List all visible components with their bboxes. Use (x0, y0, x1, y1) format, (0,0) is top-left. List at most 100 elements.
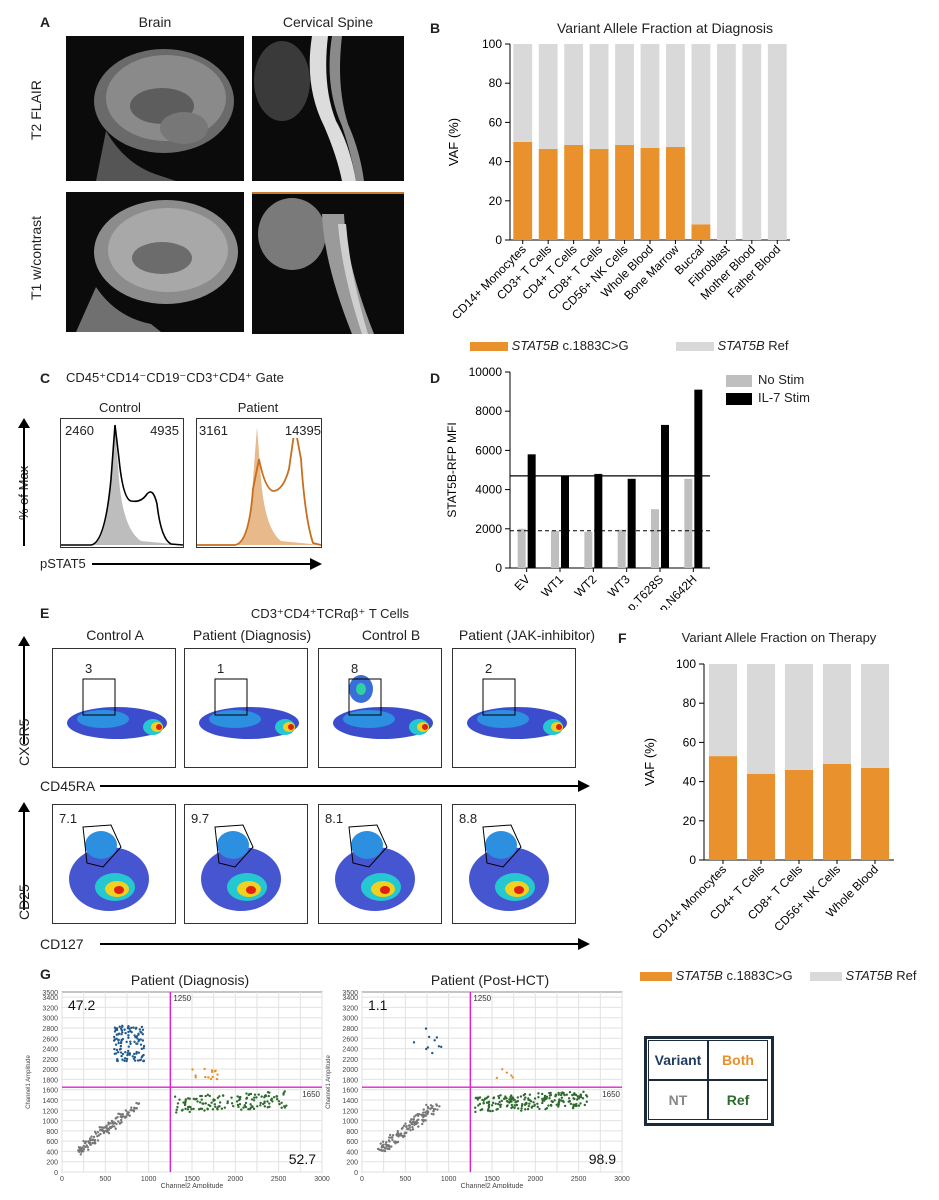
droplet-ref (240, 1108, 243, 1111)
y-tick-label: 2000 (475, 522, 502, 536)
droplet-nt (93, 1138, 97, 1142)
droplet-variant (139, 1038, 142, 1041)
droplet-variant (431, 1051, 434, 1055)
droplet-variant (126, 1051, 130, 1055)
droplet-nt (400, 1127, 404, 1131)
y-axis-label: Channel1 Amplitude (26, 1054, 32, 1108)
droplet-nt (411, 1126, 414, 1129)
chart-d-legend: No Stim IL-7 Stim (726, 372, 810, 408)
droplet-variant (117, 1041, 120, 1045)
y-tick-label: 3400 (42, 995, 58, 1002)
droplet-ref (247, 1093, 250, 1097)
y-tick-label: 1000 (342, 1119, 358, 1126)
bar-nostim (651, 509, 659, 568)
legend-nostim-swatch (726, 374, 752, 387)
gate-frequency: 3 (85, 661, 93, 676)
density-hot (380, 886, 390, 894)
droplet-ref (206, 1107, 209, 1110)
ddpcr-quadrant-table: Variant Both NT Ref (644, 1036, 774, 1126)
droplet-variant (116, 1057, 119, 1061)
droplet-variant (115, 1033, 118, 1036)
droplet-ref (582, 1090, 585, 1094)
patient-right-value: 14395 (284, 423, 321, 438)
droplet-ref (536, 1105, 539, 1109)
control-left-value: 2460 (65, 423, 94, 438)
droplet-ref (487, 1103, 491, 1106)
bar-ref (691, 44, 711, 225)
droplet-ref (266, 1100, 269, 1103)
droplet-variant (113, 1047, 116, 1051)
droplet-nt (391, 1133, 395, 1137)
droplet-variant (123, 1059, 126, 1062)
droplet-ref (499, 1105, 502, 1109)
droplet-variant (115, 1037, 118, 1041)
droplet-ref (520, 1109, 523, 1112)
droplet-ref (176, 1105, 179, 1109)
droplet-nt (112, 1122, 115, 1125)
droplet-nt (82, 1144, 85, 1148)
x-tick-label: 500 (399, 1176, 411, 1183)
droplet-ref (178, 1098, 181, 1101)
y-axis-label: Channel1 Amplitude (326, 1054, 332, 1108)
bar-nostim (517, 528, 526, 568)
droplet-variant (127, 1045, 131, 1048)
droplet-ref (474, 1106, 477, 1109)
x-tick-label: WT3 (605, 572, 633, 600)
droplet-ref (523, 1098, 526, 1101)
droplet-ref (482, 1099, 485, 1102)
bar-nostim (551, 530, 559, 568)
droplet-ref (248, 1108, 252, 1111)
droplet-variant (424, 1027, 428, 1030)
droplet-ref (245, 1096, 249, 1099)
y-tick-label: 3200 (42, 1005, 58, 1012)
y-tick-label: 60 (489, 115, 503, 129)
droplet-ref (210, 1101, 213, 1104)
droplet-ref (559, 1093, 563, 1097)
bar-il7 (527, 454, 536, 568)
droplet-ref (186, 1108, 190, 1111)
droplet-variant (121, 1031, 124, 1034)
droplet-ref (537, 1092, 540, 1095)
bar-il7 (561, 475, 569, 568)
droplet-ref (498, 1103, 502, 1107)
droplet-both (204, 1075, 207, 1079)
droplet-both (213, 1070, 217, 1073)
droplet-ref (567, 1097, 571, 1100)
droplet-variant (141, 1039, 145, 1042)
droplet-variant (121, 1024, 124, 1028)
x-tick-label: 0 (60, 1176, 64, 1183)
bar-variant (615, 144, 634, 240)
droplet-ref (184, 1107, 187, 1111)
droplet-ref (252, 1107, 256, 1111)
bar-nostim (617, 529, 626, 568)
bar-ref (708, 664, 738, 757)
droplet-nt (404, 1131, 407, 1134)
flow-plot: 1 (184, 648, 308, 768)
droplet-variant (140, 1025, 144, 1029)
gate-frequency: 9.7 (191, 811, 210, 826)
legend-ref-gene: STAT5B (717, 338, 765, 353)
droplet-ref (232, 1104, 235, 1108)
gate-box (348, 678, 382, 716)
droplet-ref (200, 1107, 204, 1111)
panel-e-y-arrow-1 (18, 636, 30, 744)
droplet-variant (114, 1052, 118, 1055)
bar-ref (589, 44, 609, 149)
droplet-nt (78, 1147, 82, 1151)
droplet-variant (437, 1045, 441, 1048)
y-tick-label: 800 (346, 1129, 358, 1136)
legend-ref-swatch (675, 342, 714, 352)
droplet-ref (209, 1104, 212, 1108)
droplet-nt (119, 1113, 123, 1116)
droplet-ref (556, 1103, 560, 1106)
droplet-ref (577, 1096, 580, 1099)
panel-e-x-arrow-2 (100, 938, 590, 950)
droplet-ref (553, 1099, 556, 1102)
droplet-ref (218, 1105, 221, 1108)
droplet-variant (137, 1040, 140, 1043)
droplet-variant (127, 1030, 130, 1034)
density-mid (351, 831, 383, 859)
density-hot (288, 724, 294, 730)
droplet-variant (132, 1057, 136, 1060)
droplet-ref (547, 1104, 550, 1107)
